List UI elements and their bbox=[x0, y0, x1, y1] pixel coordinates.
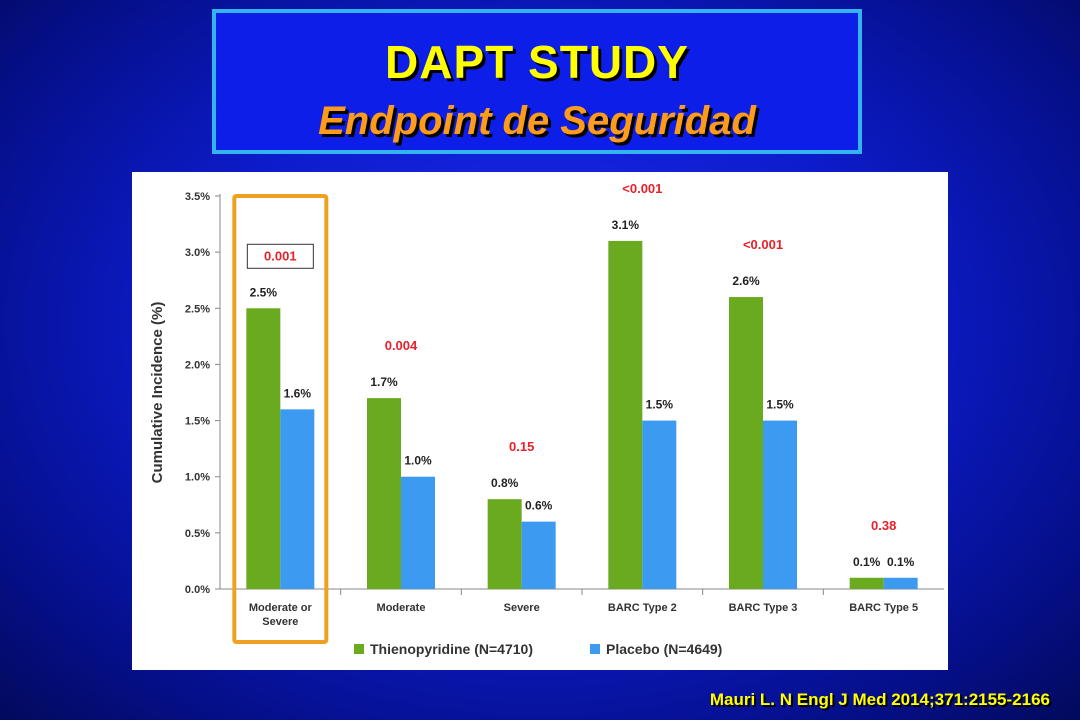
p-value-label: 0.15 bbox=[509, 439, 534, 454]
p-value-label: 0.004 bbox=[385, 338, 418, 353]
category-label: Severe bbox=[504, 602, 540, 614]
category-label: Severe bbox=[262, 616, 298, 628]
title-box: DAPT STUDY Endpoint de Seguridad bbox=[212, 9, 862, 154]
y-tick-label: 2.5% bbox=[185, 303, 210, 315]
y-tick-label: 3.5% bbox=[185, 191, 210, 203]
category-label: Moderate or bbox=[249, 602, 313, 614]
y-tick-label: 2.0% bbox=[185, 359, 210, 371]
y-tick-label: 0.0% bbox=[185, 584, 210, 596]
citation: Mauri L. N Engl J Med 2014;371:2155-2166 bbox=[709, 690, 1050, 709]
chart-panel: 0.0% 0.5% 1.0% 1.5% 2.0% 2.5% 3.0% 3.5% Cumulati… bbox=[132, 172, 948, 670]
bar-placebo bbox=[521, 521, 556, 589]
p-value-label: 0.38 bbox=[871, 518, 896, 533]
value-label-thienopyridine: 0.1% bbox=[853, 555, 881, 569]
value-label-placebo: 1.5% bbox=[766, 398, 794, 412]
legend-swatch-thienopyridine bbox=[354, 644, 364, 654]
bar-placebo bbox=[642, 420, 677, 589]
category-label: BARC Type 3 bbox=[729, 602, 798, 614]
bar-placebo bbox=[280, 409, 315, 589]
category-label: Moderate bbox=[377, 602, 426, 614]
value-label-placebo: 0.1% bbox=[887, 555, 915, 569]
value-label-thienopyridine: 3.1% bbox=[612, 218, 640, 232]
slide-subtitle: Endpoint de Seguridad bbox=[318, 99, 756, 143]
p-value-box bbox=[246, 243, 314, 269]
value-label-thienopyridine: 0.8% bbox=[491, 476, 519, 490]
y-tick-label: 3.0% bbox=[185, 247, 210, 259]
value-label-placebo: 0.6% bbox=[525, 499, 553, 513]
y-axis-label: Cumulative Incidence (%) bbox=[149, 302, 166, 484]
y-tick-label: 0.5% bbox=[185, 528, 210, 540]
y-tick-label: 1.5% bbox=[185, 416, 210, 428]
category-label: BARC Type 2 bbox=[608, 602, 677, 614]
bar-thienopyridine bbox=[367, 398, 401, 589]
category-label: BARC Type 5 bbox=[849, 602, 918, 614]
p-value-label: <0.001 bbox=[622, 181, 662, 196]
slide-title: DAPT STUDY bbox=[385, 36, 689, 88]
value-label-placebo: 1.5% bbox=[646, 398, 674, 412]
legend-label-thienopyridine: Thienopyridine (N=4710) bbox=[370, 641, 533, 657]
value-label-thienopyridine: 2.5% bbox=[250, 285, 278, 299]
p-value-label: <0.001 bbox=[743, 237, 783, 252]
legend-label-placebo: Placebo (N=4649) bbox=[606, 641, 722, 657]
value-label-thienopyridine: 1.7% bbox=[370, 375, 398, 389]
bar-thienopyridine bbox=[729, 297, 763, 589]
p-value-label: 0.001 bbox=[264, 248, 297, 263]
bar-thienopyridine bbox=[849, 577, 884, 589]
value-label-thienopyridine: 2.6% bbox=[732, 274, 760, 288]
value-label-placebo: 1.6% bbox=[284, 386, 312, 400]
bar-placebo bbox=[763, 420, 797, 589]
bar-thienopyridine bbox=[487, 499, 522, 589]
highlight-frame bbox=[232, 194, 329, 644]
bar-thienopyridine bbox=[608, 240, 643, 589]
bar-chart: 0.0% 0.5% 1.0% 1.5% 2.0% 2.5% 3.0% 3.5% Cumulati… bbox=[149, 181, 944, 657]
bar-placebo bbox=[883, 577, 918, 589]
value-label-placebo: 1.0% bbox=[404, 454, 432, 468]
y-tick-label: 1.0% bbox=[185, 472, 210, 484]
bar-placebo bbox=[401, 476, 435, 589]
legend-swatch-placebo bbox=[590, 644, 600, 654]
bar-thienopyridine bbox=[246, 308, 281, 589]
